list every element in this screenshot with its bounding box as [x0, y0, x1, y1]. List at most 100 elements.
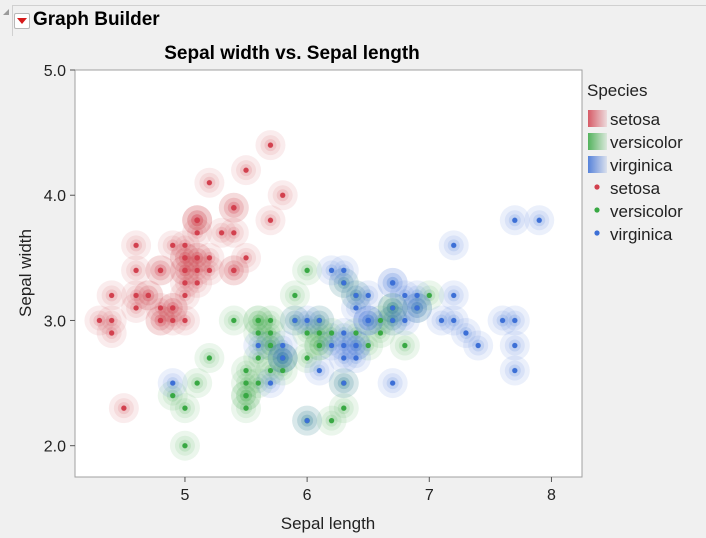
setosa-point [133, 292, 139, 299]
virginica-point [267, 380, 274, 386]
setosa-point [182, 317, 188, 324]
setosa-point [133, 305, 139, 311]
virginica-point [390, 380, 396, 386]
app-title: Graph Builder [33, 9, 160, 30]
versicolor-point [255, 380, 261, 386]
versicolor-point [341, 405, 347, 411]
setosa-point [267, 142, 274, 148]
virginica-point [463, 330, 469, 336]
setosa-point [231, 230, 237, 236]
legend-swatch-virginica-contour [588, 156, 607, 173]
virginica-point [451, 242, 457, 248]
setosa-point [157, 305, 164, 311]
legend-label-virginica-contour: virginica [610, 156, 673, 175]
virginica-point [341, 380, 347, 386]
virginica-point [512, 342, 518, 349]
virginica-point [328, 342, 335, 349]
virginica-point [341, 280, 347, 286]
versicolor-point [194, 380, 200, 386]
plot-frame [74, 69, 583, 478]
legend-swatch-setosa-contour [588, 110, 607, 127]
x-tick-label: 7 [425, 487, 434, 504]
versicolor-point [267, 342, 274, 349]
virginica-point [341, 342, 347, 349]
chart-title: Sepal width vs. Sepal length [164, 43, 420, 64]
versicolor-point [243, 405, 249, 411]
versicolor-point [243, 393, 249, 399]
setosa-point [133, 242, 139, 248]
setosa-point [194, 230, 200, 236]
virginica-point [390, 305, 396, 311]
setosa-point [243, 255, 249, 261]
versicolor-point [255, 317, 261, 324]
versicolor-point [243, 380, 249, 386]
setosa-point [206, 180, 212, 186]
versicolor-point [182, 443, 188, 449]
virginica-point [499, 317, 506, 324]
virginica-point [280, 355, 286, 361]
setosa-point [194, 217, 200, 223]
setosa-point [219, 230, 225, 236]
legend-label-setosa-contour: setosa [610, 110, 661, 129]
virginica-point [304, 317, 310, 324]
versicolor-point [231, 317, 237, 324]
setosa-point [96, 317, 103, 324]
versicolor-point [255, 330, 261, 336]
outline-disclosure-icon[interactable] [3, 9, 9, 15]
setosa-point [231, 267, 237, 273]
virginica-point [451, 292, 457, 299]
y-tick-label: 3.0 [44, 313, 66, 330]
versicolor-point [267, 367, 274, 374]
setosa-point [206, 255, 212, 261]
versicolor-point [316, 330, 322, 336]
versicolor-point [304, 355, 310, 361]
setosa-point [182, 267, 188, 273]
virginica-point [353, 305, 359, 311]
legend-marker-virginica-point [594, 230, 600, 236]
scatter-points [96, 142, 542, 449]
setosa-point [194, 255, 200, 261]
versicolor-point [304, 267, 310, 273]
x-tick-label: 8 [547, 487, 556, 504]
virginica-point [390, 280, 396, 286]
versicolor-point [316, 342, 322, 349]
setosa-point [157, 267, 164, 273]
virginica-point [365, 292, 371, 299]
setosa-point [109, 330, 115, 336]
setosa-point [182, 255, 188, 261]
x-axis-label: Sepal length [281, 514, 376, 533]
versicolor-point [255, 355, 261, 361]
legend-label-virginica-point: virginica [610, 225, 673, 244]
virginica-point [341, 355, 347, 361]
virginica-point [414, 305, 420, 311]
setosa-point [157, 317, 164, 324]
versicolor-point [170, 393, 176, 399]
y-axis: 2.0 3.0 4.0 5.0 [44, 63, 75, 456]
red-triangle-menu-icon[interactable] [14, 13, 30, 29]
x-tick-label: 5 [180, 487, 189, 504]
y-tick-label: 4.0 [44, 188, 66, 205]
setosa-point [194, 267, 200, 273]
setosa-point [182, 280, 188, 286]
virginica-point [328, 267, 335, 273]
virginica-point [475, 342, 481, 349]
x-tick-label: 6 [303, 487, 312, 504]
virginica-point [255, 342, 261, 349]
setosa-point [170, 305, 176, 311]
versicolor-point [353, 330, 359, 336]
virginica-point [438, 317, 445, 324]
y-tick-label: 2.0 [44, 439, 66, 456]
virginica-point [512, 317, 518, 324]
versicolor-point [426, 292, 432, 299]
virginica-point [536, 217, 542, 223]
setosa-point [182, 242, 188, 248]
virginica-point [316, 317, 322, 324]
y-tick-label: 5.0 [44, 63, 66, 80]
virginica-point [353, 342, 359, 349]
setosa-point [182, 292, 188, 299]
setosa-point [231, 205, 237, 211]
legend-marker-versicolor-point [594, 207, 600, 213]
legend: Species setosa versicolor virginica setosa v… [587, 81, 683, 244]
virginica-point [280, 342, 286, 349]
